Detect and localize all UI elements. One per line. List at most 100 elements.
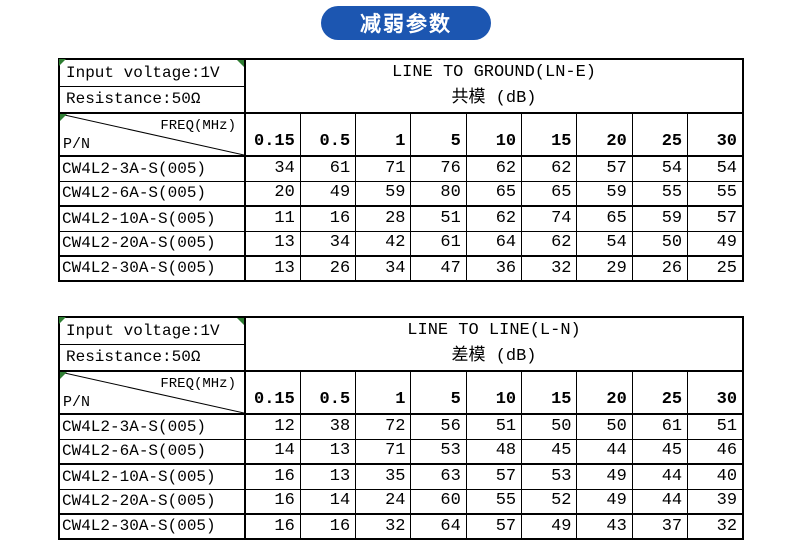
value-cell: 55 (465, 488, 523, 515)
value-cell: 36 (465, 255, 523, 282)
frequency-header-row: FREQ(MHz) P/N 0.15 0.5 1 5 10 15 20 25 30 (58, 370, 744, 415)
table-row: CW4L2-10A-S(005) 11 16 28 51 62 74 65 59 57 (58, 205, 744, 232)
part-number-cell: CW4L2-3A-S(005) (58, 413, 246, 440)
table-row: CW4L2-20A-S(005) 16 14 24 60 55 52 49 44 39 (58, 488, 744, 515)
pn-axis-label: P/N (63, 135, 91, 153)
freq-header-cell: 30 (687, 370, 744, 415)
value-cell: 14 (244, 438, 301, 465)
value-cell: 44 (631, 488, 689, 515)
resistance-label: Resistance:50Ω (66, 90, 201, 109)
freq-header-cell: 25 (631, 112, 689, 157)
value-cell: 71 (355, 155, 412, 182)
value-cell: 64 (410, 513, 467, 540)
value-cell: 48 (465, 438, 523, 465)
value-cell: 59 (631, 205, 689, 232)
value-cell: 39 (687, 488, 744, 515)
value-cell: 32 (521, 255, 578, 282)
attenuation-table-differential-mode: Input voltage:1V LINE TO LINE(L-N) 差模 (d… (58, 316, 745, 540)
value-cell: 60 (410, 488, 467, 515)
freq-header-cell: 15 (521, 112, 578, 157)
freq-header-cell: 0.15 (244, 370, 301, 415)
value-cell: 40 (687, 463, 744, 490)
table-header-line1: LINE TO LINE(L-N) (407, 321, 581, 340)
value-cell: 32 (687, 513, 744, 540)
value-cell: 35 (355, 463, 412, 490)
table-row: Resistance:50Ω (58, 343, 743, 372)
freq-header-cell: 20 (576, 112, 633, 157)
part-number-cell: CW4L2-20A-S(005) (58, 488, 246, 515)
part-number-cell: CW4L2-30A-S(005) (58, 255, 246, 282)
value-cell: 54 (576, 230, 633, 257)
freq-header-cell: 0.5 (299, 370, 357, 415)
value-cell: 62 (521, 155, 578, 182)
freq-axis-label: FREQ(MHz) (160, 118, 236, 134)
value-cell: 45 (631, 438, 689, 465)
value-cell: 53 (410, 438, 467, 465)
resistance-label: Resistance:50Ω (66, 348, 201, 367)
value-cell: 76 (410, 155, 467, 182)
freq-header-cell: 25 (631, 370, 689, 415)
value-cell: 16 (244, 463, 301, 490)
value-cell: 55 (687, 180, 744, 207)
value-cell: 50 (631, 230, 689, 257)
value-cell: 43 (576, 513, 633, 540)
value-cell: 61 (299, 155, 357, 182)
table-header-line2: 共模 (dB) (451, 89, 537, 108)
value-cell: 54 (631, 155, 689, 182)
value-cell: 51 (410, 205, 467, 232)
value-cell: 62 (521, 230, 578, 257)
value-cell: 46 (687, 438, 744, 465)
freq-header-cell: 0.15 (244, 112, 301, 157)
value-cell: 26 (299, 255, 357, 282)
title-badge: 减弱参数 (321, 6, 491, 40)
value-cell: 62 (465, 205, 523, 232)
table-row: CW4L2-10A-S(005) 16 13 35 63 57 53 49 44 40 (58, 463, 744, 490)
value-cell: 12 (244, 413, 301, 440)
pn-axis-label: P/N (63, 393, 91, 411)
freq-header-cell: 10 (465, 370, 523, 415)
part-number-cell: CW4L2-6A-S(005) (58, 438, 246, 465)
value-cell: 20 (244, 180, 301, 207)
value-cell: 28 (355, 205, 412, 232)
table-row: Input voltage:1V LINE TO LINE(L-N) 差模 (d… (58, 316, 744, 372)
value-cell: 50 (521, 413, 578, 440)
input-voltage-label: Input voltage:1V (66, 321, 220, 340)
value-cell: 49 (576, 463, 633, 490)
resistance-cell: Resistance:50Ω (58, 85, 246, 114)
excel-marker-icon (237, 318, 243, 325)
table-row: CW4L2-6A-S(005) 20 49 59 80 65 65 59 55 55 (58, 180, 744, 207)
frequency-header-row: FREQ(MHz) P/N 0.15 0.5 1 5 10 15 20 25 30 (58, 112, 744, 157)
diagonal-header-cell: FREQ(MHz) P/N (58, 370, 246, 415)
page-title: 减弱参数 (360, 13, 452, 36)
value-cell: 72 (355, 413, 412, 440)
value-cell: 13 (244, 255, 301, 282)
value-cell: 61 (410, 230, 467, 257)
value-cell: 45 (521, 438, 578, 465)
table-row: CW4L2-30A-S(005) 16 16 32 64 57 49 43 37 32 (58, 513, 744, 540)
value-cell: 54 (687, 155, 744, 182)
table-row: CW4L2-20A-S(005) 13 34 42 61 64 62 54 50 49 (58, 230, 744, 257)
freq-header-cell: 20 (576, 370, 633, 415)
value-cell: 34 (355, 255, 412, 282)
input-voltage-cell: Input voltage:1V (58, 58, 246, 87)
excel-marker-icon (60, 372, 67, 379)
value-cell: 57 (465, 513, 523, 540)
value-cell: 53 (521, 463, 578, 490)
value-cell: 51 (465, 413, 523, 440)
part-number-cell: CW4L2-20A-S(005) (58, 230, 246, 257)
table-header-line2: 差模 (dB) (451, 347, 537, 366)
freq-header-cell: 1 (355, 112, 412, 157)
value-cell: 47 (410, 255, 467, 282)
value-cell: 49 (687, 230, 744, 257)
value-cell: 32 (355, 513, 412, 540)
value-cell: 16 (299, 513, 357, 540)
part-number-cell: CW4L2-6A-S(005) (58, 180, 246, 207)
freq-header-cell: 5 (410, 370, 467, 415)
value-cell: 16 (244, 513, 301, 540)
table-row: Resistance:50Ω (58, 85, 743, 114)
value-cell: 24 (355, 488, 412, 515)
excel-marker-icon (60, 114, 67, 121)
value-cell: 57 (576, 155, 633, 182)
value-cell: 49 (521, 513, 578, 540)
